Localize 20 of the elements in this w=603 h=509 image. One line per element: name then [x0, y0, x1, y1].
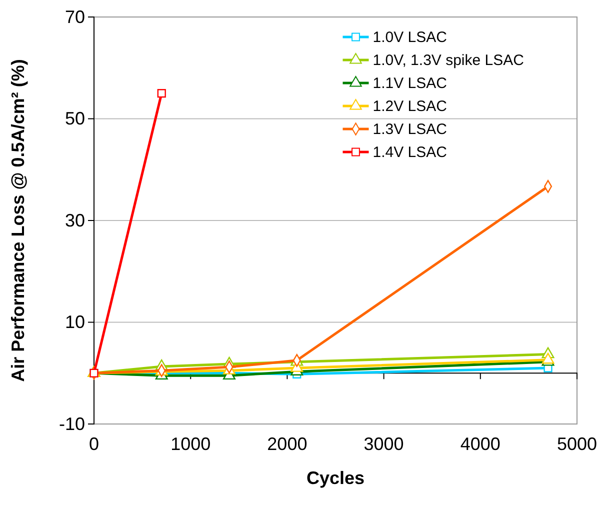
x-tick-label: 2000	[267, 434, 308, 454]
point	[157, 89, 166, 98]
x-tick-label: 3000	[364, 434, 404, 454]
y-tick-label: 30	[64, 210, 85, 230]
x-tick-label: 0	[88, 434, 100, 454]
y-axis-title: Air Performance Loss @ 0.5A/cm² (%)	[8, 59, 28, 382]
y-tick-label: 10	[64, 312, 85, 332]
y-tick-label: -10	[58, 414, 85, 434]
x-tick-label: 4000	[460, 434, 500, 454]
y-tick-label: 50	[64, 108, 85, 129]
legend-label: 1.0V, 1.3V spike LSAC	[372, 52, 524, 69]
x-axis-title: Cycles	[306, 468, 365, 488]
legend-label: 1.0V LSAC	[372, 29, 448, 46]
legend-label: 1.1V LSAC	[372, 75, 448, 92]
y-tick-label: 70	[64, 6, 85, 27]
legend-label: 1.4V LSAC	[372, 144, 448, 161]
x-tick-label: 1000	[170, 434, 211, 454]
legend-label: 1.3V LSAC	[372, 121, 448, 138]
legend-label: 1.2V LSAC	[372, 98, 448, 115]
x-tick-label: 5000	[556, 434, 598, 454]
